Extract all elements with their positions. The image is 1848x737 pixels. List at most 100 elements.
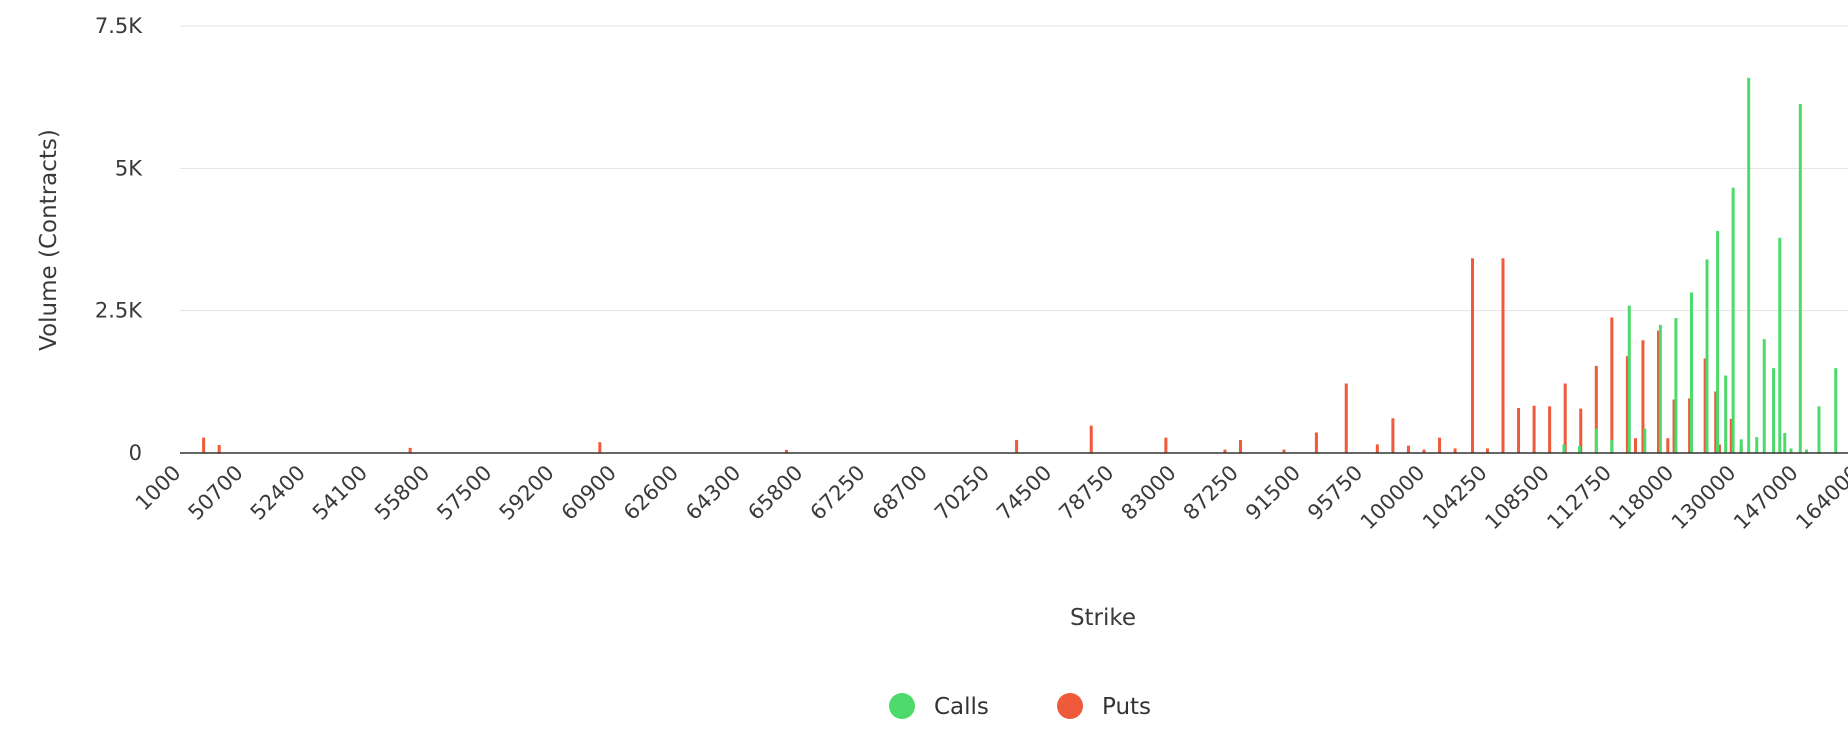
puts-legend-label[interactable]: Puts (1102, 694, 1151, 720)
calls-bar (1724, 375, 1728, 453)
calls-bar (1817, 406, 1821, 453)
x-tick-label: 67250 (806, 461, 870, 525)
x-tick-label: 91500 (1241, 461, 1305, 525)
x-tick-label: 147000 (1729, 461, 1803, 535)
x-tick-label: 50700 (184, 461, 248, 525)
calls-bar (1789, 448, 1793, 453)
puts-bar (1666, 438, 1670, 453)
puts-bar (1239, 439, 1243, 453)
calls-bar (1594, 428, 1598, 453)
x-tick-label: 65800 (743, 461, 807, 525)
puts-bar (1164, 437, 1168, 453)
puts-bar (1282, 449, 1286, 453)
puts-bar (1717, 444, 1721, 453)
puts-bar (598, 442, 602, 453)
puts-bar (1714, 391, 1718, 453)
x-axis-title: Strike (1070, 605, 1136, 631)
x-tick-label: 62600 (619, 461, 683, 525)
puts-bar (1729, 418, 1733, 453)
y-tick-label: 0 (129, 441, 142, 465)
y-tick-label: 7.5K (95, 14, 143, 38)
x-tick-label: 100000 (1356, 461, 1430, 535)
x-tick-label: 52400 (246, 461, 310, 525)
puts-bar (1548, 406, 1552, 453)
x-tick-label: 60900 (557, 461, 621, 525)
puts-bar (1314, 432, 1318, 453)
x-tick-label: 55800 (370, 461, 434, 525)
x-tick-label: 164000 (1791, 461, 1848, 535)
calls-bar (1731, 187, 1735, 453)
puts-bar (1656, 330, 1660, 453)
calls-bar (1716, 230, 1720, 453)
calls-bar (1627, 305, 1631, 453)
puts-bar (1625, 356, 1629, 453)
x-tick-label: 108500 (1480, 461, 1554, 535)
x-tick-label: 64300 (681, 461, 745, 525)
puts-bar (1471, 258, 1475, 453)
calls-bar (1783, 433, 1787, 453)
puts-bar (1485, 448, 1489, 453)
calls-bar (1674, 318, 1678, 453)
y-tick-label: 5K (115, 156, 143, 180)
x-tick-label: 130000 (1667, 461, 1741, 535)
x-tick-label: 57500 (432, 461, 496, 525)
puts-bar (1672, 399, 1676, 453)
puts-bar (1610, 317, 1614, 453)
x-tick-label: 118000 (1605, 461, 1679, 535)
puts-bar (1501, 258, 1505, 453)
calls-bar (1762, 339, 1766, 453)
calls-legend-marker[interactable] (889, 693, 915, 719)
puts-bar (1406, 445, 1410, 453)
x-tick-label: 78750 (1054, 461, 1118, 525)
calls-legend-label[interactable]: Calls (934, 694, 989, 720)
calls-bar (1778, 237, 1782, 453)
x-tick-label: 112750 (1542, 461, 1616, 535)
puts-bar (1688, 398, 1692, 453)
calls-bar (1834, 368, 1838, 453)
puts-bar (1579, 408, 1583, 453)
puts-bar (1453, 448, 1457, 453)
puts-bar (1703, 358, 1707, 453)
calls-bar (1578, 446, 1581, 453)
calls-bar (1705, 259, 1709, 453)
calls-bar (1805, 449, 1809, 453)
x-tick-label: 70250 (930, 461, 994, 525)
y-tick-label: 2.5K (95, 299, 143, 323)
puts-bar (784, 449, 788, 453)
puts-bar (1015, 439, 1019, 453)
x-tick-label: 68700 (868, 461, 932, 525)
puts-bar (217, 445, 221, 453)
puts-legend-marker[interactable] (1057, 693, 1083, 719)
y-tick-layer: 0 2.5K 5K 7.5K (95, 14, 143, 465)
calls-bar (1755, 437, 1759, 453)
y-axis-title: Volume (Contracts) (36, 129, 62, 351)
x-tick-label: 87250 (1179, 461, 1243, 525)
x-tick-label: 59200 (495, 461, 559, 525)
legend: Calls Puts (889, 693, 1151, 720)
puts-bar (202, 437, 206, 453)
x-tick-label: 83000 (1117, 461, 1181, 525)
puts-bar (408, 447, 412, 453)
calls-bar (1798, 103, 1802, 454)
puts-bar (1532, 405, 1536, 453)
puts-bar (1438, 437, 1442, 453)
puts-bar (1517, 408, 1521, 453)
bars-layer (202, 77, 1838, 454)
calls-bar (1610, 439, 1614, 453)
puts-bar (1223, 449, 1227, 453)
grid-layer (180, 25, 1848, 312)
calls-bar (1689, 292, 1693, 453)
x-tick-label: 54100 (308, 461, 372, 525)
puts-bar (1563, 383, 1567, 453)
calls-bar (1658, 324, 1662, 453)
calls-bar (1739, 439, 1743, 453)
puts-bar (1594, 365, 1598, 453)
x-tick-layer: 1000507005240054100558005750059200609006… (131, 461, 1848, 535)
x-tick-label: 74500 (992, 461, 1056, 525)
calls-bar (1562, 444, 1566, 453)
puts-bar (1375, 444, 1379, 453)
puts-bar (1089, 425, 1093, 453)
x-tick-label: 1000 (131, 461, 186, 516)
